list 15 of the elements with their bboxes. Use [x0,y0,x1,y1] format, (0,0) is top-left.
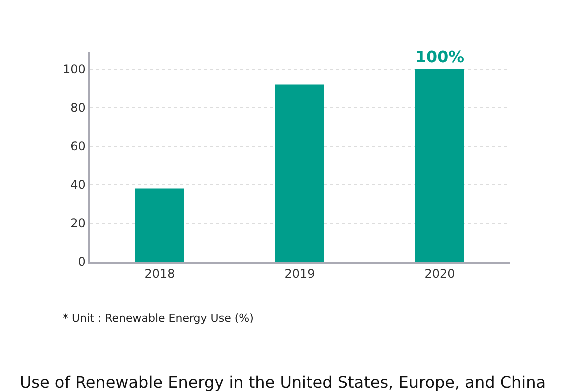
bar [136,188,184,262]
y-tick-label: 20 [70,216,86,231]
y-tick-label: 100 [62,62,86,77]
bar [416,69,464,262]
x-tick-label: 2020 [424,267,456,282]
data-label: 100% [416,47,465,66]
y-tick-label: 60 [70,140,86,154]
y-tick-label: 0 [78,255,86,270]
bar [276,84,324,262]
text: Use of Renewable Energy in the United States, Europe, and China [20,373,546,392]
y-tick-label: 80 [70,101,86,116]
x-tick-label: 2019 [284,267,316,282]
x-tick-label: 2018 [144,267,176,282]
y-tick-label: 40 [70,178,86,192]
text: * Unit : Renewable Energy Use (%) [63,312,254,325]
